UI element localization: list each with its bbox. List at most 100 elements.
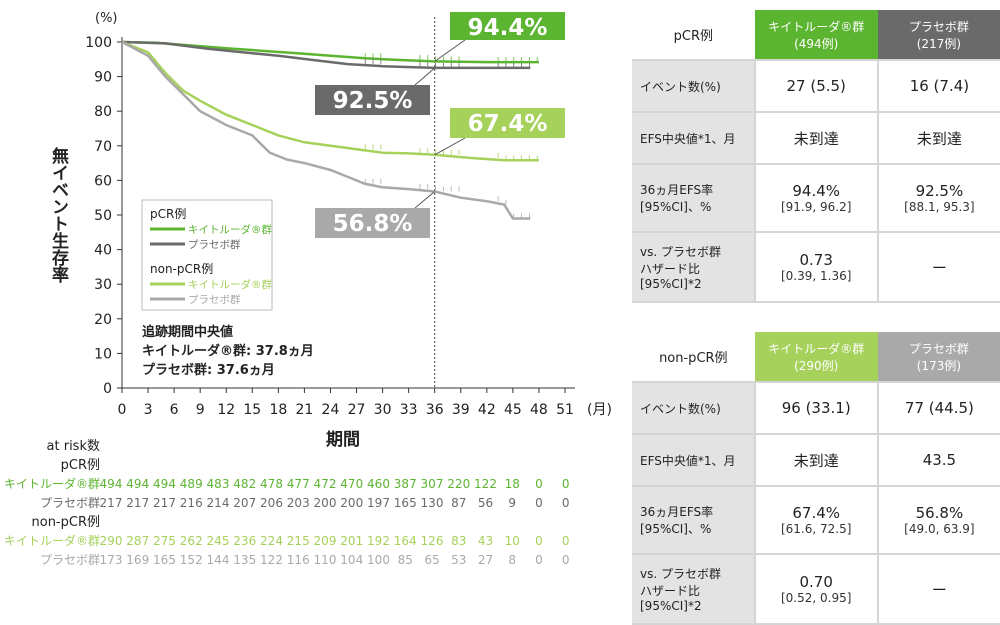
at-risk-value: 201 — [340, 534, 363, 548]
x-tick-label: 15 — [243, 402, 261, 418]
at-risk-title: at risk数 — [47, 439, 100, 454]
legend-label: プラセボ群 — [188, 238, 241, 251]
at-risk-value: 483 — [207, 477, 230, 491]
at-risk-value: 216 — [180, 496, 203, 510]
legend-box — [141, 199, 273, 311]
at-risk-value: 0 — [535, 496, 543, 510]
at-risk-value: 56 — [478, 496, 493, 510]
at-risk-value: 9 — [508, 496, 516, 510]
y-tick-label: 70 — [94, 139, 112, 155]
legend-group-pcr: pCR例 — [150, 207, 186, 221]
pcr-table: pCR例 キイトルーダ®群 (494例) プラセボ群 (217例) イベント数(%) 27 … — [632, 10, 1000, 303]
row-label: 36ヵ月EFS率 [95%CI]、% — [632, 486, 756, 555]
col-keytruda: キイトルーダ®群 (290例) — [754, 332, 878, 383]
legend-label: キイトルーダ®群 — [188, 223, 272, 236]
y-tick-label: 100 — [85, 35, 112, 51]
at-risk-row-label: プラセボ群 — [40, 496, 100, 510]
x-tick-label: 42 — [478, 402, 496, 418]
at-risk-value: 8 — [508, 553, 516, 567]
at-risk-value: 287 — [126, 534, 149, 548]
at-risk-value: 200 — [340, 496, 363, 510]
cell-value: 92.5% [88.1, 95.3] — [877, 164, 1000, 233]
row-label: EFS中央値*1、月 — [632, 434, 756, 487]
callout-value: 67.4% — [468, 111, 548, 137]
at-risk-value: 275 — [153, 534, 176, 548]
y-unit-label: (%) — [95, 11, 118, 26]
x-tick-label: 3 — [144, 402, 153, 418]
y-tick-label: 0 — [103, 381, 112, 397]
at-risk-group-label: non-pCR例 — [32, 515, 101, 530]
at-risk-value: 214 — [207, 496, 230, 510]
x-tick-label: 27 — [348, 402, 366, 418]
cell-value: 56.8% [49.0, 63.9] — [877, 486, 1000, 555]
cell-value: 未到達 — [754, 112, 879, 165]
y-tick-label: 90 — [94, 70, 112, 86]
table-head: pCR例 — [632, 10, 755, 61]
cell-value: 0.73 [0.39, 1.36] — [754, 232, 879, 303]
x-tick-label: 9 — [196, 402, 205, 418]
y-tick-label: 50 — [94, 208, 112, 224]
y-tick-label: 60 — [94, 173, 112, 189]
at-risk-value: 236 — [233, 534, 256, 548]
x-tick-label: 0 — [118, 402, 127, 418]
callout-box — [450, 12, 565, 40]
at-risk-group-label: pCR例 — [61, 458, 100, 473]
at-risk-value: 0 — [535, 553, 543, 567]
at-risk-value: 53 — [451, 553, 466, 567]
at-risk-value: 215 — [287, 534, 310, 548]
at-risk-value: 85 — [398, 553, 413, 567]
km-curve-1 — [121, 40, 531, 70]
y-axis-title: 無イベント生存率 — [48, 146, 69, 284]
callout-leader — [434, 39, 466, 62]
x-tick-label: 51 — [556, 402, 574, 418]
at-risk-value: 100 — [367, 553, 390, 567]
at-risk-value: 489 — [180, 477, 203, 491]
at-risk-value: 18 — [505, 477, 520, 491]
at-risk-value: 477 — [287, 477, 310, 491]
at-risk-value: 122 — [260, 553, 283, 567]
cell-value: ー — [877, 554, 1000, 625]
row-label: イベント数(%) — [632, 382, 756, 435]
at-risk-value: 217 — [153, 496, 176, 510]
callout-value: 92.5% — [333, 88, 413, 114]
cell-value: 43.5 — [877, 434, 1000, 487]
y-tick-label: 10 — [94, 346, 112, 362]
cell-value: ー — [877, 232, 1000, 303]
cell-value: 96 (33.1) — [754, 382, 879, 435]
at-risk-value: 0 — [562, 534, 570, 548]
at-risk-value: 206 — [260, 496, 283, 510]
at-risk-value: 220 — [447, 477, 470, 491]
at-risk-value: 494 — [100, 477, 123, 491]
y-tick-label: 80 — [94, 104, 112, 120]
km-curve-2 — [121, 40, 539, 162]
at-risk-value: 262 — [180, 534, 203, 548]
at-risk-value: 217 — [100, 496, 123, 510]
col-keytruda: キイトルーダ®群 (494例) — [754, 10, 878, 61]
cell-value: 94.4% [91.9, 96.2] — [754, 164, 879, 233]
x-tick-label: 6 — [170, 402, 179, 418]
at-risk-row-label: プラセボ群 — [40, 553, 100, 567]
row-label: 36ヵ月EFS率 [95%CI]、% — [632, 164, 756, 233]
legend-group-non-pcr: non-pCR例 — [150, 262, 213, 276]
at-risk-value: 126 — [421, 534, 444, 548]
at-risk-value: 110 — [314, 553, 337, 567]
legend-label: キイトルーダ®群 — [188, 278, 272, 291]
row-label: イベント数(%) — [632, 60, 756, 113]
at-risk-value: 290 — [100, 534, 123, 548]
x-tick-label: 36 — [426, 402, 444, 418]
at-risk-value: 209 — [314, 534, 337, 548]
at-risk-value: 224 — [260, 534, 283, 548]
cell-value: 77 (44.5) — [877, 382, 1000, 435]
at-risk-value: 144 — [207, 553, 230, 567]
at-risk-value: 83 — [451, 534, 466, 548]
row-label: EFS中央値*1、月 — [632, 112, 756, 165]
row-label: vs. プラセボ群 ハザード比 [95%CI]*2 — [632, 554, 756, 625]
at-risk-value: 203 — [287, 496, 310, 510]
cell-value: 未到達 — [877, 112, 1000, 165]
km-curve-3 — [121, 40, 531, 220]
col-placebo: プラセボ群 (217例) — [877, 10, 1000, 61]
at-risk-row-label: キイトルーダ®群 — [4, 476, 100, 491]
followup-text: プラセボ群: 37.6ヵ月 — [142, 362, 275, 378]
